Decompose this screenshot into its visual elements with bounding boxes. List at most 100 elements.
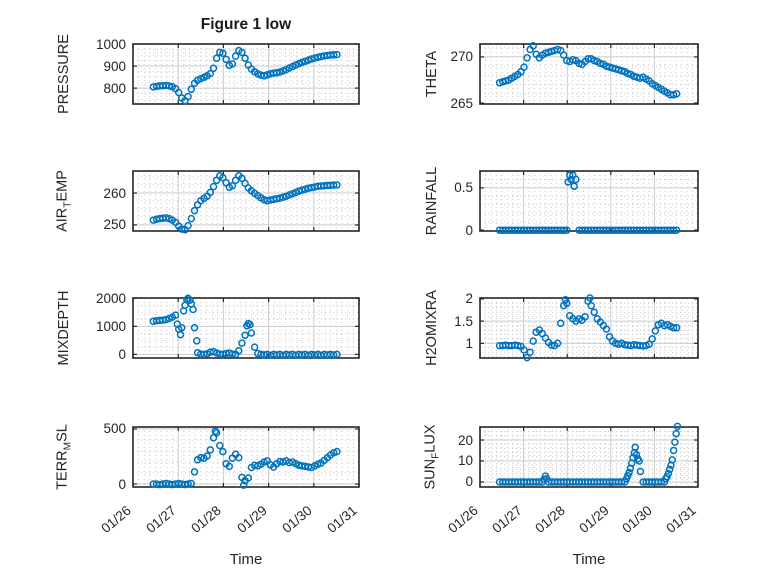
data-point [553, 339, 562, 348]
data-point [231, 52, 240, 60]
data-point [212, 54, 221, 63]
y-tick-label: 500 [103, 421, 126, 437]
data-point [238, 339, 246, 347]
data-point [307, 55, 316, 63]
data-point [631, 443, 639, 452]
axes-box [132, 170, 360, 232]
y-tick-label: 250 [103, 217, 126, 233]
axes-box [132, 297, 360, 359]
y-axis-label-text: SUNFLUX [422, 424, 442, 490]
data-point [241, 331, 249, 340]
subplot-pressure [132, 43, 360, 105]
data-point [219, 173, 227, 182]
data-point [329, 351, 338, 359]
data-point [159, 316, 167, 324]
y-tick-label: 0 [465, 474, 473, 490]
scatter-series-sun-flux [495, 422, 682, 486]
data-point [523, 353, 531, 362]
data-point [228, 181, 237, 190]
data-point [246, 320, 254, 329]
data-point [672, 226, 681, 234]
data-point [333, 50, 341, 59]
y-tick-label: 800 [103, 80, 126, 96]
data-point [298, 186, 306, 194]
scatter-series-rainfall [495, 171, 681, 234]
data-point [171, 311, 180, 319]
data-point [178, 323, 186, 332]
data-point [329, 181, 338, 189]
data-point [187, 214, 196, 223]
data-point [206, 446, 215, 454]
data-point [570, 182, 578, 190]
data-point [668, 456, 677, 464]
data-point [228, 60, 237, 68]
subplot-theta [479, 42, 699, 105]
data-point [272, 68, 281, 77]
y-tick-label: 0 [465, 222, 473, 238]
subplot-sun-flux [479, 422, 699, 488]
data-point [190, 206, 199, 215]
data-point [219, 447, 227, 456]
data-point [669, 226, 678, 234]
y-tick-label: 1000 [95, 318, 126, 334]
data-point [192, 337, 201, 345]
data-point [635, 457, 643, 465]
y-tick-label: 1.5 [454, 313, 473, 329]
scatter-series-h2omixra [495, 294, 681, 362]
data-point [162, 214, 170, 222]
data-point [329, 51, 338, 59]
data-point [648, 335, 656, 343]
data-point [235, 346, 243, 355]
data-point [590, 308, 598, 316]
data-point [203, 452, 211, 460]
data-point [272, 195, 281, 203]
data-point [187, 85, 196, 93]
data-point [665, 465, 674, 474]
data-point [174, 88, 183, 97]
data-point [247, 329, 256, 337]
data-point [526, 348, 534, 356]
y-axis-label-text: PRESSURE [56, 34, 72, 114]
data-point [672, 324, 681, 332]
data-point [572, 175, 580, 184]
data-point [222, 55, 230, 64]
data-point [176, 330, 185, 339]
y-axis-label-text: H2OMIXRA [424, 290, 440, 366]
data-point [206, 69, 215, 78]
data-point [190, 323, 199, 332]
data-point [561, 296, 570, 304]
data-point [184, 92, 192, 101]
figure-title: Figure 1 low [200, 16, 292, 33]
data-point [216, 441, 224, 450]
y-tick-label: 270 [450, 49, 473, 65]
data-point [250, 343, 259, 351]
y-axis-label-text: AIRTEMP [54, 170, 74, 232]
data-point [238, 174, 246, 183]
data-point [184, 294, 192, 303]
y-axis-label-text: RAINFALL [424, 166, 440, 236]
data-point [523, 54, 531, 62]
data-point [566, 171, 574, 179]
data-point [529, 42, 537, 50]
data-point [587, 301, 595, 310]
data-point [556, 319, 565, 328]
y-tick-label: 2 [465, 291, 473, 307]
y-tick-label: 0 [118, 346, 126, 362]
y-axis-label-text: MIXDEPTH [56, 290, 72, 366]
data-point [209, 182, 218, 191]
data-point [664, 469, 673, 478]
data-point [239, 481, 248, 489]
data-point [563, 299, 571, 308]
data-point [238, 48, 246, 57]
data-point [183, 295, 191, 304]
data-point [219, 49, 227, 58]
subplot-mixdepth [132, 294, 360, 359]
data-point [671, 438, 679, 446]
data-point [602, 325, 611, 333]
y-tick-label: 2000 [95, 290, 126, 306]
data-point [586, 294, 594, 302]
y-tick-label: 0 [118, 476, 126, 492]
data-point [669, 324, 678, 332]
